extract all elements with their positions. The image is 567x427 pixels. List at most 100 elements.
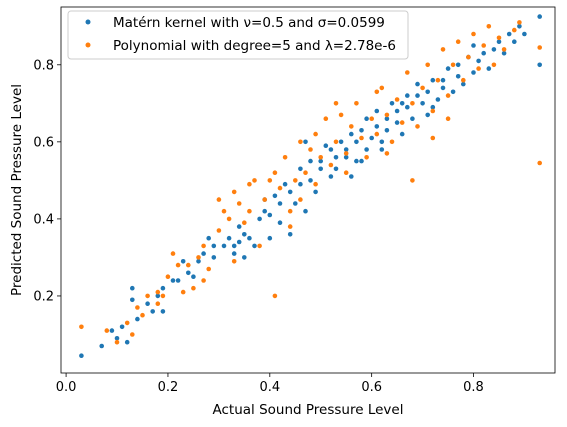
scatter-point [272,193,278,199]
scatter-point [287,189,293,195]
scatter-point [236,201,242,206]
scatter-point [384,112,390,118]
scatter-point [313,181,318,187]
scatter-point [410,116,415,121]
scatter-point [313,189,318,195]
scatter-point [349,174,354,179]
scatter-point [124,339,130,345]
scatter-point [211,243,217,249]
scatter-point [364,155,369,160]
y-tick-label: 0.8 [33,58,54,73]
scatter-point [267,212,273,218]
series-1 [79,20,542,345]
scatter-point [476,58,481,64]
y-axis-ticks: 0.2 0.4 0.6 0.8 [33,58,61,304]
scatter-point [328,174,334,179]
scatter-point [221,243,227,249]
scatter-point [328,147,334,152]
scatter-point [135,316,140,322]
scatter-point [267,235,273,241]
scatter-point [522,31,527,37]
scatter-point [323,143,329,148]
scatter-point [440,47,446,52]
scatter-point [226,235,232,241]
scatter-point [425,112,431,118]
scatter-point [130,332,135,337]
scatter-point [221,208,227,214]
scatter-point [430,135,436,141]
scatter-point [430,104,436,110]
scatter-point [196,259,201,264]
scatter-point [399,120,405,125]
scatter-point [445,93,451,98]
scatter-point [461,77,466,83]
scatter-point [379,139,385,145]
scatter-point [252,178,257,183]
scatter-point [287,224,293,229]
scatter-point [277,220,283,225]
x-axis-label: Actual Sound Pressure Level [213,402,404,418]
scatter-point [262,208,268,214]
scatter-point [420,101,425,106]
scatter-point [308,158,313,164]
scatter-point [216,197,222,202]
scatter-point [160,293,166,299]
scatter-point [512,39,517,44]
scatter-point [155,289,161,295]
scatter-point [282,181,288,187]
scatter-point [394,120,400,125]
scatter-point [405,104,410,110]
scatter-point [333,101,339,106]
scatter-point [486,24,492,29]
legend-marker-polynomial [85,42,91,48]
scatter-point [415,81,420,87]
scatter-point [343,147,349,152]
scatter-point [410,178,415,183]
scatter-point [481,50,487,56]
scatter-point [440,85,446,91]
scatter-point [313,131,318,137]
scatter-point [308,178,313,183]
scatter-point [160,285,166,291]
legend-label-polynomial: Polynomial with degree=5 and λ=2.78e-6 [113,38,396,54]
scatter-point [262,197,268,202]
scatter-point [374,124,380,129]
scatter-point [160,309,166,314]
scatter-point [267,178,273,183]
scatter-point [318,155,324,160]
y-tick-label: 0.4 [33,212,54,227]
scatter-point [455,39,461,44]
scatter-point [405,93,410,98]
scatter-point [293,201,298,206]
scatter-point [501,47,507,52]
scatter-point [496,39,502,44]
scatter-point [79,353,84,359]
scatter-point [155,293,161,299]
scatter-point [303,170,308,175]
scatter-point [374,131,380,137]
scatter-point [99,343,104,349]
scatter-point [252,243,257,249]
scatter-point [369,135,375,141]
scatter-point [343,170,349,175]
scatter-point [354,101,359,106]
y-tick-label: 0.2 [33,289,54,304]
scatter-point [410,101,415,106]
scatter-point [170,251,176,256]
scatter-point [343,155,349,160]
scatter-point [440,77,446,83]
scatter-point [231,259,237,264]
scatter-point [333,166,339,172]
plot-area-frame [60,6,556,374]
scatter-point [389,139,395,145]
scatter-point [359,135,364,141]
scatter-point [277,185,283,191]
scatter-point [287,208,293,214]
scatter-point [145,301,150,307]
scatter-point [445,66,451,71]
scatter-point [486,66,492,71]
scatter-point [140,312,145,318]
scatter-point [201,278,206,283]
scatter-point [461,81,466,87]
